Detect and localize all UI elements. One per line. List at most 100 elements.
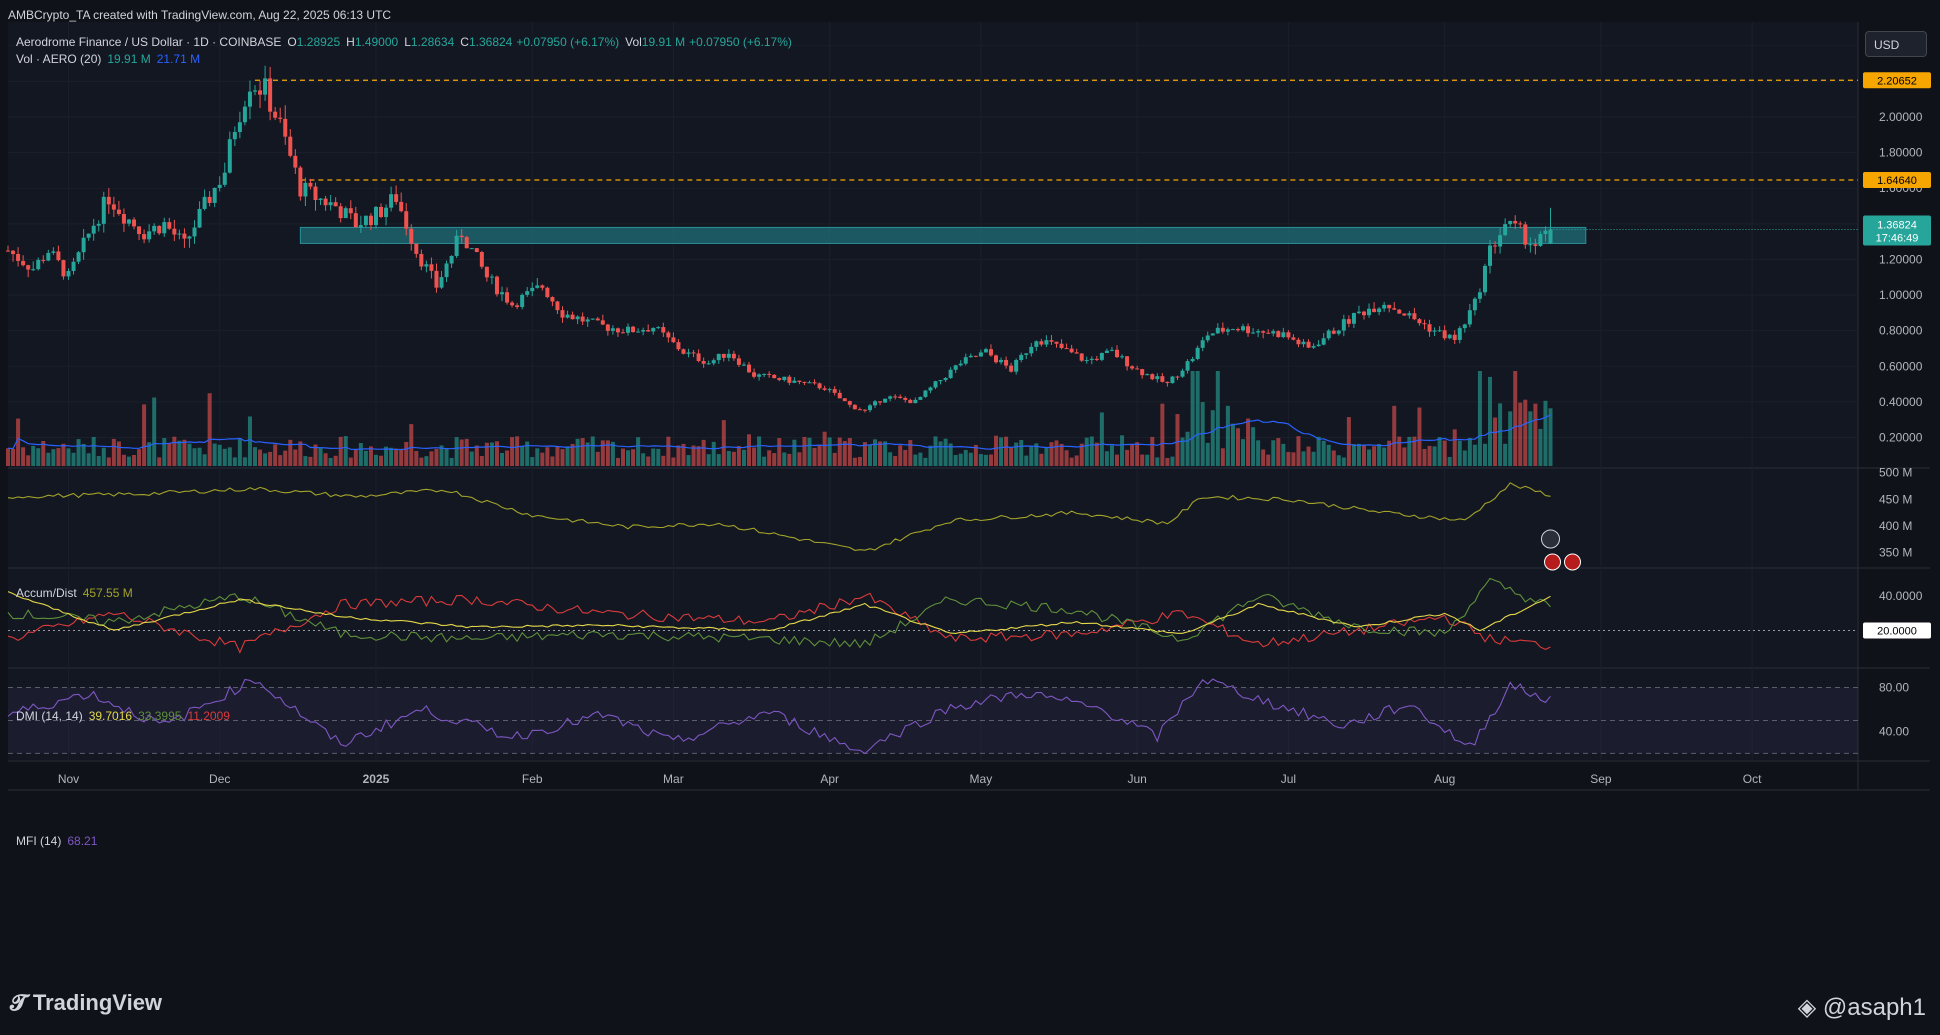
volume-bar — [1392, 405, 1397, 466]
accum-dist-legend: Accum/Dist 457.55 M — [16, 586, 139, 600]
volume-bar — [1039, 453, 1044, 466]
currency-button[interactable]: USD — [1865, 31, 1927, 57]
candle-body — [298, 167, 303, 197]
volume-bar — [1271, 440, 1276, 466]
candle-body — [1155, 376, 1160, 380]
volume-bar — [988, 454, 993, 466]
candle-body — [1029, 346, 1034, 354]
candle-body — [580, 316, 585, 322]
dmi-tick-label: 40.0000 — [1879, 589, 1923, 603]
volume-bar — [878, 441, 883, 466]
volume-bar — [1467, 437, 1472, 466]
volume-bar — [797, 452, 802, 466]
candle-body — [585, 319, 590, 322]
volume-bar — [646, 456, 651, 466]
volume-bar — [787, 453, 792, 466]
volume-bar — [414, 450, 419, 466]
candle-body — [192, 227, 197, 237]
candle-body — [817, 383, 822, 389]
candle-body — [1513, 220, 1518, 224]
candle-body — [837, 392, 842, 399]
tradingview-brand[interactable]: 𝓣 TradingView — [10, 990, 162, 1016]
countdown-label: 17:46:49 — [1876, 233, 1919, 245]
mfi-tick-label: 40.00 — [1879, 724, 1909, 738]
volume-bar — [66, 448, 71, 466]
volume-bar — [227, 447, 232, 466]
volume-bar — [308, 456, 313, 466]
volume-bar — [116, 441, 121, 466]
candle-body — [283, 118, 288, 137]
candle-body — [505, 292, 510, 303]
candle-body — [1266, 332, 1271, 334]
volume-bar — [298, 441, 303, 466]
candle-body — [1286, 332, 1291, 338]
candle-body — [1281, 332, 1286, 338]
volume-bar — [565, 446, 570, 466]
volume-bar — [1064, 450, 1069, 466]
volume-bar — [1145, 454, 1150, 466]
volume-bar — [999, 437, 1004, 466]
volume-bar — [570, 443, 575, 466]
candle-body — [908, 399, 913, 404]
volume-bar — [530, 457, 535, 466]
candle-body — [116, 209, 121, 215]
volume-bar — [1261, 449, 1266, 466]
volume-bar — [555, 446, 560, 466]
mfi-label: MFI (14) — [16, 834, 62, 848]
candle-body — [162, 222, 167, 234]
candle-body — [247, 91, 252, 107]
volume-bar — [419, 457, 424, 466]
volume-bar — [207, 393, 212, 466]
volume-bar — [520, 445, 525, 466]
candle-body — [1009, 365, 1014, 372]
candle-body — [510, 302, 515, 306]
volume-bar — [71, 452, 76, 466]
volume-bar — [600, 440, 605, 466]
volume-bar — [373, 454, 378, 466]
candle-body — [857, 409, 862, 411]
volume-bar — [217, 444, 222, 466]
candle-body — [293, 155, 298, 168]
candle-body — [1508, 220, 1513, 225]
candle-body — [137, 226, 142, 235]
level-price-tag — [1863, 171, 1931, 188]
candle-body — [978, 352, 983, 357]
volume-bar — [263, 453, 268, 466]
candle-body — [696, 353, 701, 362]
volume-bar — [212, 443, 217, 466]
candle-body — [1079, 353, 1084, 361]
volume-bar — [494, 441, 499, 466]
price-tick-label: 1.20000 — [1879, 252, 1923, 266]
candle-body — [232, 131, 237, 140]
dmi-threshold-label: 20.0000 — [1877, 625, 1917, 637]
volume-bar — [1372, 446, 1377, 466]
time-tick-label: Jun — [1127, 772, 1146, 786]
accum-dist-tick-label: 450 M — [1879, 492, 1912, 506]
candle-body — [242, 106, 247, 123]
candle-body — [550, 297, 555, 302]
volume-bar — [1316, 436, 1321, 466]
volume-bar — [923, 457, 928, 466]
candle-body — [515, 305, 520, 308]
candle-body — [152, 225, 157, 232]
volume-bar — [167, 443, 172, 466]
volume-bar — [36, 448, 41, 466]
volume-bar — [1094, 442, 1099, 466]
volume-bar — [11, 448, 16, 466]
price-tick-label: 1.80000 — [1879, 146, 1923, 160]
candle-body — [1442, 330, 1447, 339]
candle-body — [187, 236, 192, 239]
volume-bar — [545, 447, 550, 466]
accum-dist-tick-label: 400 M — [1879, 519, 1912, 533]
last-price-tag — [1863, 215, 1931, 246]
candle-body — [1387, 304, 1392, 309]
candle-body — [368, 215, 373, 226]
volume-bar — [1407, 436, 1412, 466]
candle-body — [419, 253, 424, 267]
price-tick-label: 0.20000 — [1879, 431, 1923, 445]
candle-body — [414, 243, 419, 254]
price-tick-label: 0.60000 — [1879, 359, 1923, 373]
change-value: +0.07950 (+6.17%) — [516, 35, 620, 49]
candle-body — [716, 353, 721, 361]
